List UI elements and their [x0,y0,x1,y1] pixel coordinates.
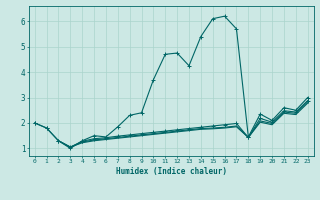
X-axis label: Humidex (Indice chaleur): Humidex (Indice chaleur) [116,167,227,176]
